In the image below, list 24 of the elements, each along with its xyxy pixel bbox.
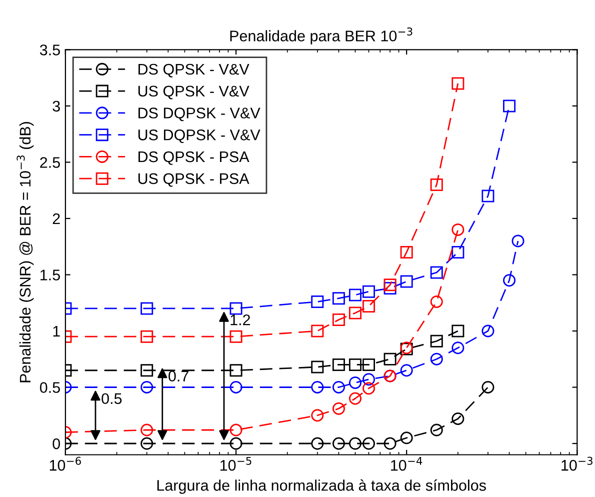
x-axis-title: Largura de linha normalizada à taxa de símbolos — [157, 479, 486, 494]
y-tick-label: 3 — [52, 100, 60, 112]
y-tick-label: 0.5 — [40, 382, 60, 393]
y-tick-label: 3.5 — [40, 44, 60, 56]
y-tick-label: 1.5 — [40, 270, 60, 280]
x-tick-label: 10$^{−5}$ — [220, 456, 252, 471]
y-tick-label: 2 — [52, 213, 60, 224]
y-tick-label: 0 — [52, 438, 60, 450]
y-tick-label: 1 — [53, 326, 60, 337]
legend-label: DS DQPSK - V&V — [138, 108, 260, 122]
legend-label: DS QPSK - PSA — [138, 151, 250, 165]
y-axis-title: Penalidade (SNR) @ BER = 10$^{−3}$ (dB) — [16, 122, 34, 382]
legend-label: US QPSK - V&V — [138, 86, 250, 100]
chart-title: Penalidade para BER 10$^{−3}$ — [230, 27, 412, 44]
x-tick-label: 10$^{−6}$ — [50, 456, 81, 471]
legend-label: DS QPSK - V&V — [138, 64, 250, 78]
legend-label: US QPSK - PSA — [138, 173, 250, 187]
annotation: 0.7 — [168, 370, 188, 382]
annotation: 1.2 — [230, 314, 250, 326]
x-tick-label: 10$^{−3}$ — [562, 456, 592, 471]
legend-label: US DQPSK - V&V — [138, 129, 260, 144]
annotation: 0.5 — [102, 393, 122, 404]
y-tick-label: 2.5 — [40, 157, 60, 168]
x-tick-label: 10$^{−4}$ — [391, 456, 422, 471]
